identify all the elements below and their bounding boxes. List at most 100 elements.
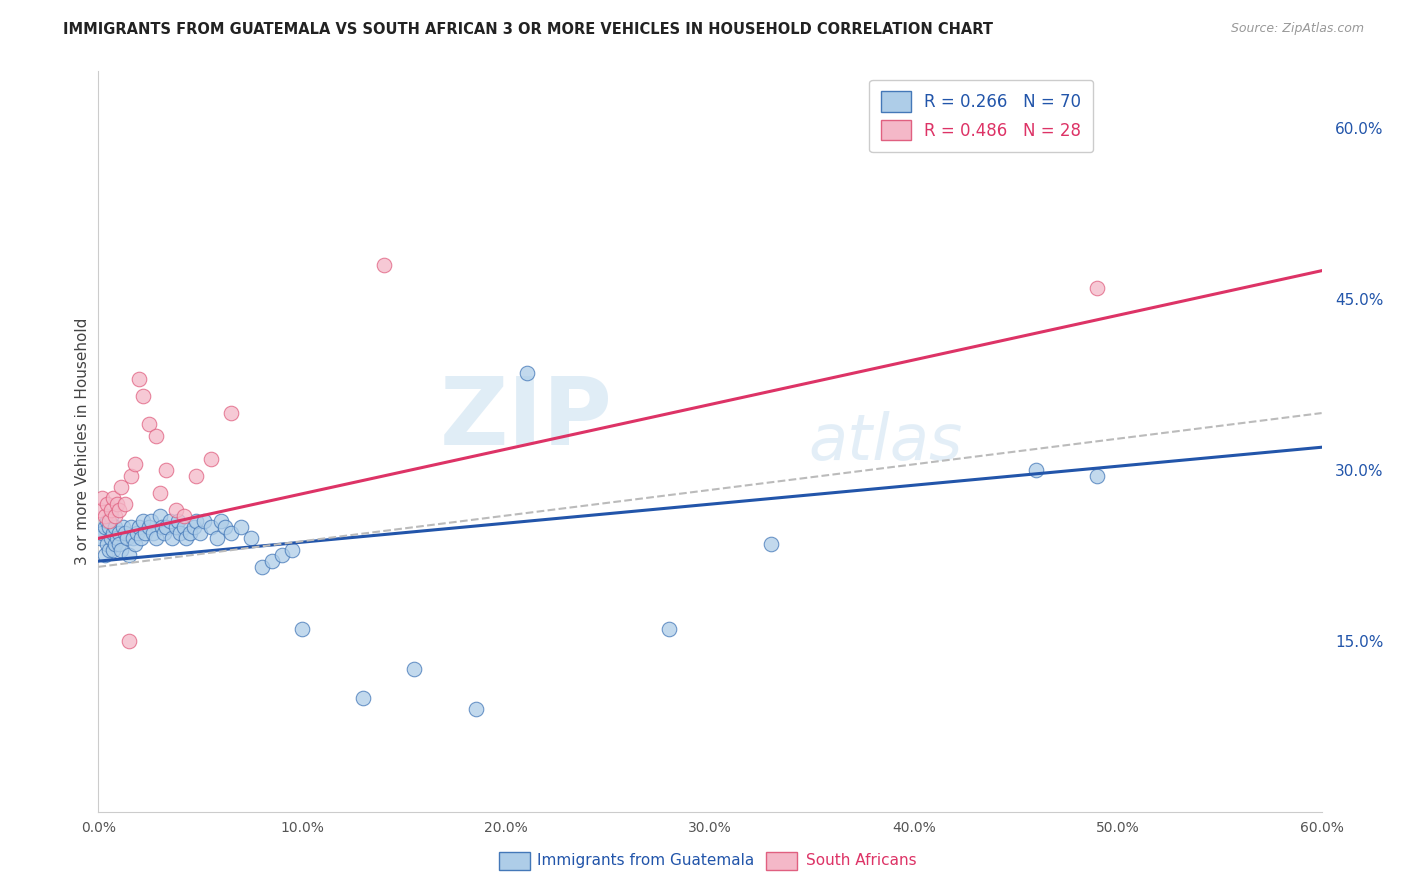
Y-axis label: 3 or more Vehicles in Household: 3 or more Vehicles in Household xyxy=(75,318,90,566)
Point xyxy=(104,508,127,523)
Point xyxy=(114,525,136,540)
Point xyxy=(138,520,160,534)
Point xyxy=(91,491,114,506)
Point xyxy=(110,480,132,494)
Text: Source: ZipAtlas.com: Source: ZipAtlas.com xyxy=(1230,22,1364,36)
Point xyxy=(101,525,124,540)
Point xyxy=(160,532,183,546)
Point xyxy=(100,532,122,546)
Text: ZIP: ZIP xyxy=(439,374,612,466)
Point xyxy=(165,503,187,517)
Point xyxy=(101,542,124,557)
Point xyxy=(186,468,208,483)
Point xyxy=(128,372,150,386)
Point xyxy=(104,520,127,534)
Point xyxy=(122,532,145,546)
Point xyxy=(464,702,486,716)
Text: South Africans: South Africans xyxy=(806,854,917,868)
Point xyxy=(152,525,174,540)
Point xyxy=(96,514,118,528)
Point xyxy=(141,514,163,528)
Point xyxy=(129,532,152,546)
Point xyxy=(219,406,242,420)
Point xyxy=(174,532,197,546)
Point xyxy=(167,514,190,528)
Point xyxy=(214,520,236,534)
Legend: R = 0.266   N = 70, R = 0.486   N = 28: R = 0.266 N = 70, R = 0.486 N = 28 xyxy=(869,79,1092,152)
Point xyxy=(155,463,177,477)
Point xyxy=(101,491,124,506)
Point xyxy=(149,508,172,523)
Point xyxy=(404,662,426,676)
Point xyxy=(93,508,115,523)
Point xyxy=(108,503,131,517)
Point xyxy=(373,258,395,272)
Point xyxy=(100,503,122,517)
Point xyxy=(173,508,195,523)
Point xyxy=(200,520,222,534)
Point xyxy=(138,417,160,432)
Point xyxy=(110,542,132,557)
Point xyxy=(250,559,273,574)
Point xyxy=(173,520,195,534)
Point xyxy=(105,532,128,546)
Point xyxy=(97,520,120,534)
Point xyxy=(186,514,208,528)
Point xyxy=(89,503,111,517)
Point xyxy=(115,532,138,546)
Point xyxy=(179,525,201,540)
Point xyxy=(1085,468,1108,483)
Point xyxy=(132,514,155,528)
Point xyxy=(128,520,150,534)
Point xyxy=(200,451,222,466)
Point xyxy=(169,525,191,540)
Point xyxy=(155,520,177,534)
Point xyxy=(183,520,205,534)
Point xyxy=(145,532,167,546)
Point xyxy=(150,520,173,534)
Point xyxy=(120,468,142,483)
Text: Immigrants from Guatemala: Immigrants from Guatemala xyxy=(537,854,755,868)
Point xyxy=(93,549,115,563)
Point xyxy=(100,508,122,523)
Point xyxy=(96,537,118,551)
Point xyxy=(1085,281,1108,295)
Text: IMMIGRANTS FROM GUATEMALA VS SOUTH AFRICAN 3 OR MORE VEHICLES IN HOUSEHOLD CORRE: IMMIGRANTS FROM GUATEMALA VS SOUTH AFRIC… xyxy=(63,22,993,37)
Point xyxy=(93,520,115,534)
Point xyxy=(111,520,134,534)
Point xyxy=(118,633,141,648)
Point xyxy=(159,514,181,528)
Point xyxy=(124,537,146,551)
Point xyxy=(260,554,283,568)
Point xyxy=(134,525,156,540)
Point xyxy=(149,485,172,500)
Point xyxy=(516,366,538,380)
Point xyxy=(165,520,187,534)
Point xyxy=(231,520,253,534)
Point xyxy=(132,389,155,403)
Point xyxy=(104,537,127,551)
Point xyxy=(114,497,136,511)
Point xyxy=(761,537,783,551)
Point xyxy=(145,429,167,443)
Point xyxy=(219,525,242,540)
Point xyxy=(658,623,681,637)
Point xyxy=(108,525,131,540)
Point xyxy=(127,525,149,540)
Point xyxy=(118,549,141,563)
Point xyxy=(352,690,374,705)
Point xyxy=(188,525,212,540)
Point xyxy=(124,458,146,472)
Point xyxy=(291,623,314,637)
Point xyxy=(240,532,263,546)
Point xyxy=(97,542,120,557)
Point xyxy=(270,549,294,563)
Point xyxy=(281,542,304,557)
Point xyxy=(89,532,111,546)
Point xyxy=(142,525,165,540)
Text: atlas: atlas xyxy=(808,410,962,473)
Point xyxy=(120,520,142,534)
Point xyxy=(96,497,118,511)
Point xyxy=(1025,463,1047,477)
Point xyxy=(105,497,128,511)
